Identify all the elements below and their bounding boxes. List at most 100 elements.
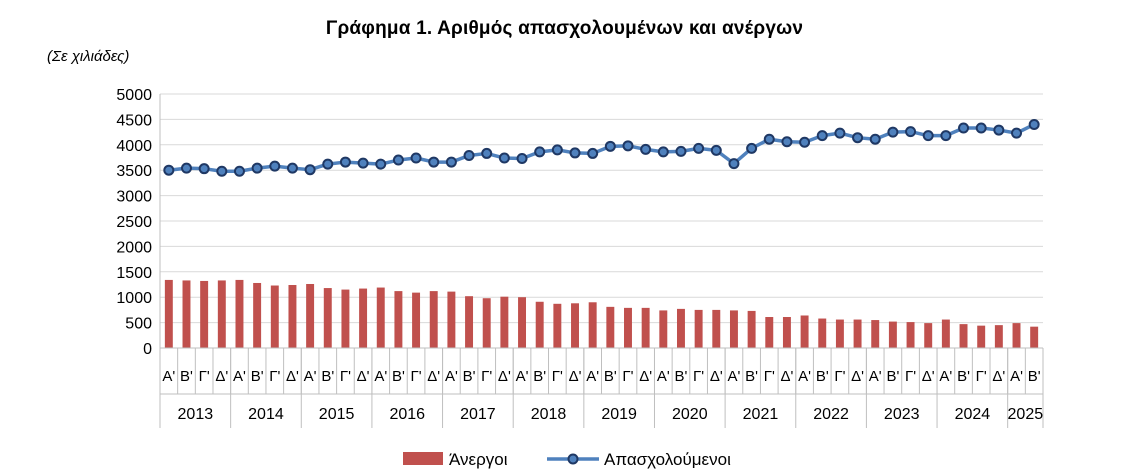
point-employed [657, 146, 669, 158]
x-quarter-label: Β' [533, 368, 546, 385]
x-quarter-label: Α' [728, 368, 741, 385]
x-quarter-label: Δ' [215, 368, 228, 385]
x-year-label: 2022 [813, 406, 849, 423]
x-quarter-label: Α' [869, 368, 882, 385]
point-employed [445, 156, 457, 168]
legend-swatch-unemployed [403, 452, 443, 465]
point-employed [516, 153, 528, 165]
point-employed [339, 156, 351, 168]
x-quarter-label: Γ' [410, 368, 421, 385]
x-quarter-label: Δ' [498, 368, 511, 385]
unit-label: (Σε χιλιάδες) [47, 48, 130, 65]
bar-unemployed [676, 308, 685, 348]
point-employed [428, 156, 440, 168]
bar-unemployed [729, 310, 738, 348]
point-employed [799, 136, 811, 148]
chart-title: Γράφημα 1. Αριθμός απασχολουμένων και αν… [325, 18, 804, 39]
x-year-label: 2017 [460, 406, 496, 423]
point-employed [1011, 127, 1023, 139]
point-employed [322, 158, 334, 170]
x-quarter-label: Γ' [199, 368, 210, 385]
x-quarter-label: Β' [321, 368, 334, 385]
bar-unemployed [288, 285, 297, 348]
x-quarter-label: Β' [180, 368, 193, 385]
bar-unemployed [765, 317, 774, 348]
point-employed [958, 122, 970, 134]
bar-series-unemployed [164, 279, 1039, 348]
bar-unemployed [747, 310, 756, 348]
x-quarter-label: Β' [392, 368, 405, 385]
bar-unemployed [323, 288, 332, 348]
bar-unemployed [941, 319, 950, 348]
y-tick-label: 1500 [116, 265, 152, 282]
x-year-label: 2020 [672, 406, 708, 423]
bar-unemployed [270, 285, 279, 348]
y-tick-label: 3500 [116, 163, 152, 180]
x-quarter-label: Γ' [552, 368, 563, 385]
x-quarter-label: Β' [1028, 368, 1041, 385]
bar-unemployed [977, 325, 986, 348]
bar-unemployed [571, 303, 579, 348]
y-tick-label: 2500 [116, 214, 152, 231]
bar-unemployed [1030, 326, 1039, 348]
x-year-label: 2013 [178, 406, 214, 423]
x-quarter-label: Β' [463, 368, 476, 385]
bar-unemployed [871, 320, 880, 348]
point-employed [675, 145, 687, 157]
y-tick-label: 500 [125, 316, 152, 333]
bar-unemployed [341, 289, 350, 348]
x-quarter-label: Γ' [481, 368, 492, 385]
y-tick-label: 4500 [116, 112, 152, 129]
bar-unemployed [994, 325, 1003, 348]
bar-unemployed [606, 306, 615, 348]
x-quarter-label: Β' [886, 368, 899, 385]
bar-unemployed [359, 288, 368, 348]
x-quarter-label: Δ' [639, 368, 652, 385]
point-employed [905, 126, 917, 138]
bar-unemployed [447, 291, 456, 348]
bar-unemployed [429, 291, 438, 348]
point-employed [640, 143, 652, 155]
x-year-label: 2021 [743, 406, 779, 423]
x-quarter-label: Γ' [340, 368, 351, 385]
x-quarter-label: Α' [516, 368, 529, 385]
x-quarter-label: Γ' [269, 368, 280, 385]
point-employed [463, 149, 475, 161]
x-quarter-label: Δ' [922, 368, 935, 385]
bar-unemployed [853, 319, 862, 348]
bar-unemployed [253, 282, 262, 348]
point-employed [569, 147, 581, 159]
bar-unemployed [376, 287, 385, 348]
x-quarter-label: Γ' [764, 368, 775, 385]
line-employed [168, 122, 1035, 173]
x-quarter-label: Α' [798, 368, 811, 385]
x-quarter-label: Γ' [834, 368, 845, 385]
bar-unemployed [164, 279, 173, 348]
bar-unemployed [412, 292, 421, 348]
y-tick-label: 1000 [116, 290, 152, 307]
bar-unemployed [835, 319, 844, 348]
y-tick-label: 2000 [116, 239, 152, 256]
point-employed [887, 126, 899, 138]
point-employed [993, 124, 1005, 136]
point-employed [163, 164, 175, 176]
x-quarter-label: Β' [251, 368, 264, 385]
x-quarter-label: Γ' [622, 368, 633, 385]
x-quarter-label: Δ' [710, 368, 723, 385]
x-year-label: 2023 [884, 406, 920, 423]
point-employed [1028, 118, 1040, 130]
x-quarter-label: Δ' [286, 368, 299, 385]
bar-unemployed [482, 298, 491, 348]
point-employed [922, 130, 934, 142]
point-employed [940, 130, 952, 142]
point-employed [216, 165, 228, 177]
bar-unemployed [553, 303, 562, 348]
bar-unemployed [906, 322, 915, 348]
x-quarter-label: Α' [304, 368, 317, 385]
point-employed [975, 122, 987, 134]
bar-unemployed [641, 307, 650, 348]
point-employed [481, 147, 493, 159]
x-quarter-label: Α' [1010, 368, 1023, 385]
